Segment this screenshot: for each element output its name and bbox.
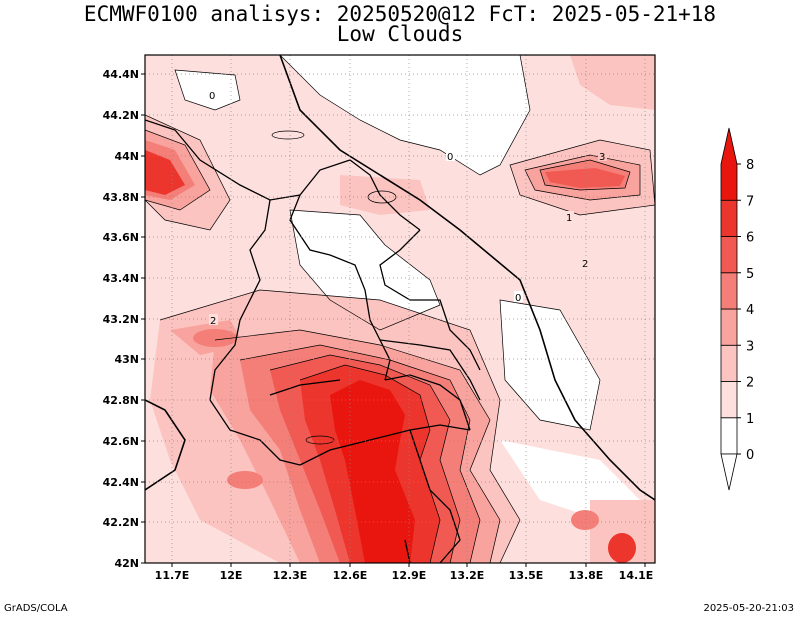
lat-tick-label: 44.4N (103, 68, 139, 81)
west-coastline (145, 399, 186, 491)
map-frame (144, 54, 656, 564)
lat-tick-label: 43.8N (103, 191, 139, 204)
chart-subtitle: Low Clouds (336, 22, 464, 46)
colorbar-label: 5 (746, 267, 754, 282)
contour-label-group: 0 0 0 1 2 2 3 (208, 89, 607, 327)
level6-area-w (145, 150, 185, 195)
footer-credit: GrADS/COLA (4, 603, 68, 614)
contour-label: 2 (210, 316, 216, 327)
level3-blob-se (571, 510, 599, 530)
region-borders (145, 119, 481, 563)
colorbar-bin (720, 417, 738, 455)
level2-area-nw-inner (340, 175, 430, 215)
colorbar-bin (720, 381, 738, 419)
level2-area-se (590, 500, 655, 563)
lat-tick-label: 43N (114, 353, 139, 366)
colorbar-label: 7 (746, 194, 754, 209)
lat-tick-label: 43.6N (103, 231, 139, 244)
contour-label: 3 (599, 152, 605, 163)
colorbar-label: 6 (746, 231, 754, 246)
footer-timestamp: 2025-05-20-21:03 (703, 603, 794, 614)
axis-ticks (141, 73, 646, 567)
colorbar-label: 0 (746, 448, 754, 463)
latitude-labels: 44.4N 44.2N 44N 43.8N 43.6N 43.4N 43.2N … (103, 68, 139, 570)
lon-tick-label: 12.6E (333, 569, 368, 582)
contour-label: 0 (447, 152, 453, 163)
lat-tick-label: 44N (114, 150, 139, 163)
contour-label: 0 (515, 293, 521, 304)
lat-tick-label: 42.4N (103, 476, 139, 489)
lon-tick-label: 11.7E (155, 569, 190, 582)
colorbar-label: 3 (746, 339, 754, 354)
clear-area-center (290, 210, 440, 330)
level2-area-n-corner (570, 55, 655, 110)
graticule (145, 55, 655, 563)
colorbar-label: 4 (746, 303, 754, 318)
level5-area-ne (545, 168, 625, 188)
colorbar-bin (720, 344, 738, 382)
colorbar-label: 1 (746, 412, 754, 427)
map-panel: 0 0 0 1 2 2 3 (145, 55, 655, 563)
coastline (279, 55, 655, 501)
lat-tick-label: 42.2N (103, 516, 139, 529)
lat-tick-label: 43.2N (103, 313, 139, 326)
lat-tick-label: 42.8N (103, 394, 139, 407)
colorbar-bin (720, 308, 738, 346)
colorbar-bin (720, 453, 738, 491)
lon-tick-label: 13.5E (509, 569, 544, 582)
colorbar-label: 2 (746, 376, 754, 391)
colorbar-bin (720, 272, 738, 310)
lon-tick-label: 12E (220, 569, 243, 582)
colorbar-bin (720, 127, 738, 201)
level7-area-central (330, 380, 415, 563)
contour-label: 0 (209, 91, 215, 102)
contour-label: 2 (582, 259, 588, 270)
lat-tick-label: 42N (114, 557, 139, 570)
lat-tick-label: 43.4N (103, 272, 139, 285)
longitude-labels: 11.7E 12E 12.3E 12.6E 12.9E 13.2E 13.5E … (155, 569, 654, 582)
lon-tick-label: 12.3E (273, 569, 308, 582)
colorbar-bin (720, 199, 738, 237)
lat-tick-label: 44.2N (103, 109, 139, 122)
contour-label: 1 (566, 213, 572, 224)
lon-tick-label: 12.9E (392, 569, 427, 582)
level4-blob-sw (227, 471, 263, 489)
colorbar-label: 8 (746, 158, 754, 173)
lon-tick-label: 13.8E (569, 569, 604, 582)
lon-tick-label: 14.1E (619, 569, 654, 582)
lat-tick-label: 42.6N (103, 435, 139, 448)
lon-tick-label: 13.2E (450, 569, 485, 582)
chart-title: ECMWF0100 analisys: 20250520@12 FcT: 202… (83, 2, 717, 26)
colorbar-bin (720, 236, 738, 274)
level4-blob-w (193, 329, 237, 347)
colorbar: 0 1 2 3 4 5 6 7 8 (720, 127, 754, 491)
level5-blob-se (608, 533, 636, 563)
clear-area-northwest (175, 70, 240, 110)
